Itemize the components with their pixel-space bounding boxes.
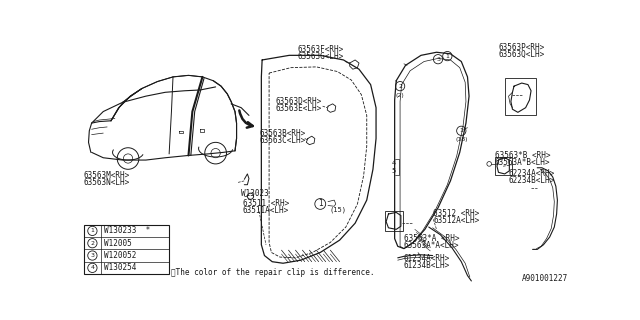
Text: 63563D<RH>: 63563D<RH>: [275, 97, 321, 106]
Text: 1: 1: [90, 228, 94, 233]
Text: 5: 5: [392, 168, 396, 174]
Text: 63563M<RH>: 63563M<RH>: [84, 171, 130, 180]
Text: 63563N<LH>: 63563N<LH>: [84, 178, 130, 187]
Text: 63511 <RH>: 63511 <RH>: [243, 199, 289, 208]
Text: 63563*B <RH>: 63563*B <RH>: [495, 151, 550, 160]
Text: (15): (15): [330, 206, 346, 212]
Text: 63563A*A<LH>: 63563A*A<LH>: [404, 241, 460, 250]
Text: 62234A<RH>: 62234A<RH>: [509, 169, 555, 179]
Bar: [84, 225, 169, 274]
Text: W13023: W13023: [241, 189, 269, 198]
Text: 4: 4: [392, 160, 396, 166]
Text: W120052: W120052: [104, 251, 136, 260]
Text: 63563E<LH>: 63563E<LH>: [275, 104, 321, 113]
Text: A901001227: A901001227: [522, 274, 568, 283]
Text: 1: 1: [318, 199, 323, 208]
Text: 63563B<RH>: 63563B<RH>: [260, 129, 306, 138]
Text: 63563G<LH>: 63563G<LH>: [297, 52, 343, 60]
Text: 63563A*B<LH>: 63563A*B<LH>: [495, 158, 550, 167]
Text: 63563*A <RH>: 63563*A <RH>: [404, 234, 460, 243]
Text: ※The color of the repair clip is difference.: ※The color of the repair clip is differe…: [172, 268, 375, 277]
Text: 63563Q<LH>: 63563Q<LH>: [499, 50, 545, 59]
Text: 63563P<RH>: 63563P<RH>: [499, 43, 545, 52]
Text: 3: 3: [436, 57, 440, 62]
Text: 61234A<RH>: 61234A<RH>: [404, 254, 450, 263]
Text: 63512A<LH>: 63512A<LH>: [433, 216, 479, 225]
Text: 4: 4: [90, 265, 95, 270]
Text: 62234B<LH>: 62234B<LH>: [509, 176, 555, 185]
Text: W130254: W130254: [104, 263, 136, 272]
Text: 63563F<RH>: 63563F<RH>: [297, 45, 343, 54]
Text: W130233  *: W130233 *: [104, 227, 150, 236]
Text: 63563C<LH>: 63563C<LH>: [260, 136, 306, 145]
Text: 2: 2: [90, 241, 95, 246]
Text: 3: 3: [90, 253, 95, 258]
Text: (18): (18): [455, 137, 468, 142]
Text: (2): (2): [396, 93, 404, 98]
Text: 61234B<LH>: 61234B<LH>: [404, 261, 450, 270]
Text: 1: 1: [460, 128, 463, 133]
Text: 63511A<LH>: 63511A<LH>: [243, 206, 289, 215]
Text: W12005: W12005: [104, 239, 132, 248]
Text: 2: 2: [398, 84, 402, 89]
Text: 63512 <RH>: 63512 <RH>: [433, 210, 479, 219]
Text: 1: 1: [445, 54, 449, 59]
